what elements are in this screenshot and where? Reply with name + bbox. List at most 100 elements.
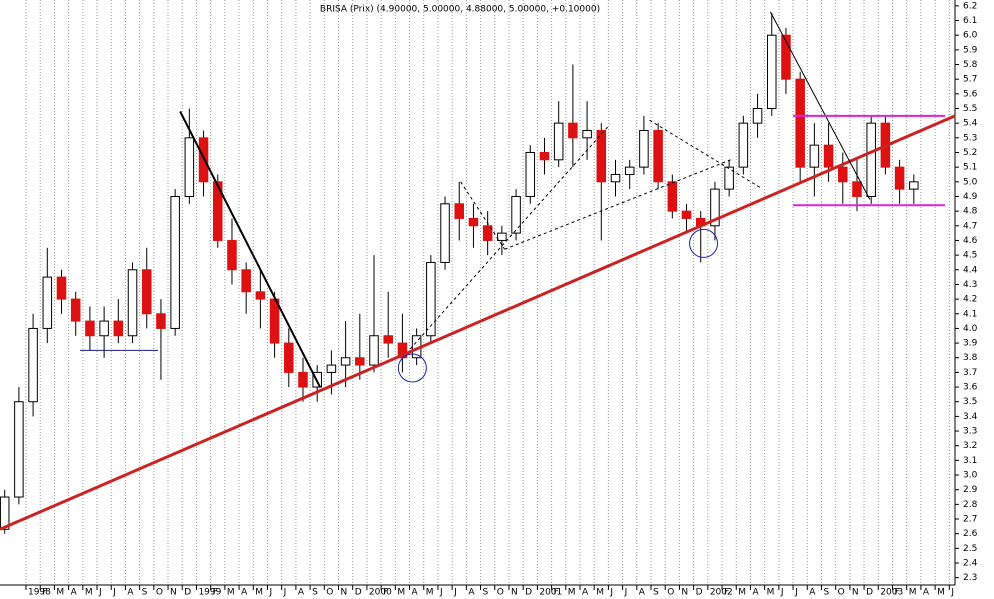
- y-tick-label: 5.2: [963, 148, 977, 158]
- candle-body: [553, 122, 564, 161]
- y-tick-label: 5.9: [963, 45, 978, 55]
- y-tick-label: 4.1: [963, 309, 977, 319]
- y-tick-label: 3.8: [963, 353, 978, 363]
- x-tick-label: J: [453, 588, 457, 598]
- candle-body: [823, 144, 834, 168]
- y-tick-label: 4.0: [963, 324, 978, 334]
- candle-body: [866, 122, 876, 197]
- candle-body: [525, 151, 536, 197]
- y-tick-label: 3.7: [963, 368, 977, 378]
- candle-body: [85, 320, 95, 337]
- x-tick-label: M: [596, 588, 604, 598]
- x-tick-label: A: [923, 588, 930, 598]
- x-tick-label: N: [341, 588, 348, 598]
- x-tick-label: F: [554, 588, 559, 598]
- y-tick-label: 4.2: [963, 295, 977, 305]
- candle-body: [0, 496, 10, 530]
- y-tick-label: 6.1: [963, 16, 977, 26]
- x-tick-label: J: [794, 588, 798, 598]
- candle-body: [497, 232, 507, 241]
- y-tick-label: 6.0: [963, 31, 978, 41]
- x-tick-label: J: [950, 588, 954, 598]
- x-tick-label: M: [227, 588, 235, 598]
- candle-body: [227, 239, 237, 271]
- highlight-circle: [689, 228, 719, 258]
- y-tick-label: 2.8: [963, 500, 978, 510]
- y-tick-label: 3.5: [963, 397, 977, 407]
- candle-body: [269, 298, 280, 344]
- x-tick-label: A: [809, 588, 816, 598]
- x-tick-label: 2000: [369, 588, 392, 598]
- candle-body: [667, 181, 678, 212]
- candle-body: [42, 276, 53, 329]
- y-tick-label: 2.7: [963, 515, 977, 525]
- x-tick-label: M: [738, 588, 746, 598]
- x-tick-label: M: [255, 588, 263, 598]
- x-tick-label: S: [142, 588, 148, 598]
- x-tick-label: D: [355, 588, 362, 598]
- trend-line: [649, 119, 761, 189]
- y-tick-label: 4.5: [963, 251, 977, 261]
- candle-body: [724, 166, 734, 190]
- candle-body: [198, 137, 209, 183]
- candle-body: [440, 203, 450, 263]
- y-tick-label: 5.7: [963, 75, 977, 85]
- x-tick-label: M: [85, 588, 93, 598]
- x-tick-label: M: [56, 588, 64, 598]
- candle-body: [369, 335, 379, 366]
- candle-body: [141, 269, 152, 315]
- candle-body: [326, 364, 337, 373]
- candle-body: [894, 166, 905, 190]
- x-tick-label: F: [383, 588, 388, 598]
- x-tick-label: 1998: [28, 588, 51, 598]
- x-tick-label: M: [937, 588, 945, 598]
- candle-body: [539, 151, 550, 161]
- y-tick-label: 5.0: [963, 177, 978, 187]
- x-tick-label: N: [681, 588, 688, 598]
- candle-body: [70, 298, 81, 322]
- trend-line: [409, 124, 611, 350]
- candle-body: [568, 122, 578, 139]
- chart-title: BRISA (Prix) (4.90000, 5.00000, 4.88000,…: [320, 5, 600, 15]
- candle-body: [468, 217, 479, 227]
- y-tick-label: 3.9: [963, 339, 978, 349]
- x-tick-label: M: [767, 588, 775, 598]
- candle-body: [99, 320, 109, 337]
- x-tick-label: D: [866, 588, 873, 598]
- x-tick-label: S: [312, 588, 318, 598]
- y-tick-label: 2.9: [963, 485, 978, 495]
- x-tick-label: J: [624, 588, 628, 598]
- candle-body: [340, 357, 351, 366]
- x-tick-label: 2002: [710, 588, 733, 598]
- candle-body: [454, 203, 465, 219]
- y-tick-label: 3.6: [963, 383, 978, 393]
- candle-body: [127, 269, 138, 337]
- x-tick-label: S: [823, 588, 829, 598]
- x-tick-label: A: [468, 588, 475, 598]
- y-tick-label: 3.4: [963, 412, 978, 422]
- y-tick-label: 6.2: [963, 1, 977, 11]
- x-tick-label: O: [326, 588, 333, 598]
- x-tick-label: F: [894, 588, 899, 598]
- x-tick-label: J: [112, 588, 116, 598]
- x-tick-label: N: [170, 588, 177, 598]
- y-tick-label: 2.5: [963, 544, 977, 554]
- candle-body: [795, 78, 805, 168]
- candle-body: [255, 291, 266, 300]
- candle-body: [56, 276, 67, 300]
- y-tick-label: 4.4: [963, 265, 978, 275]
- candle-body: [781, 34, 791, 80]
- candle-body: [838, 166, 848, 183]
- trend-line: [179, 110, 321, 388]
- y-tick-label: 3.0: [963, 471, 978, 481]
- y-tick-label: 5.6: [963, 89, 978, 99]
- y-tick-label: 4.3: [963, 280, 977, 290]
- x-tick-label: A: [298, 588, 305, 598]
- y-tick-label: 3.2: [963, 441, 977, 451]
- candle-body: [752, 107, 763, 124]
- x-tick-label: 2001: [539, 588, 562, 598]
- candle-body: [909, 181, 919, 190]
- x-tick-label: J: [283, 588, 287, 598]
